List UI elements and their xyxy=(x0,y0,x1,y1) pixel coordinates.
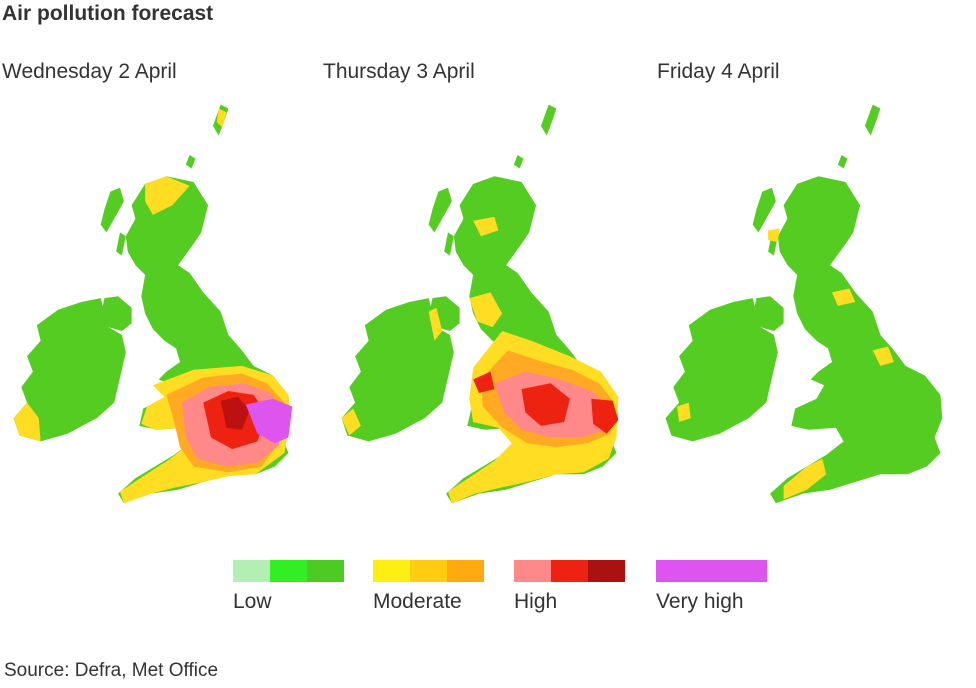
map-thursday xyxy=(341,104,619,504)
swatch-low-2 xyxy=(270,560,307,582)
swatch-moderate-2 xyxy=(410,560,447,582)
legend: Low Moderate High Very high xyxy=(0,560,976,620)
legend-moderate: Moderate xyxy=(373,560,484,614)
swatch-low-3 xyxy=(307,560,344,582)
swatch-low-1 xyxy=(233,560,270,582)
pollution-zones xyxy=(13,108,293,504)
day-label-thursday: Thursday 3 April xyxy=(323,60,475,83)
swatch-high-1 xyxy=(514,560,551,582)
day-label-friday: Friday 4 April xyxy=(657,60,780,83)
legend-label-high: High xyxy=(514,590,558,613)
swatch-moderate-3 xyxy=(447,560,484,582)
day-label-wednesday: Wednesday 2 April xyxy=(2,60,177,83)
swatch-moderate-1 xyxy=(373,560,410,582)
source-note: Source: Defra, Met Office xyxy=(4,660,219,681)
pollution-zones xyxy=(341,216,619,504)
legend-label-very-high: Very high xyxy=(656,590,744,613)
swatch-very-high xyxy=(656,560,767,582)
landmass xyxy=(665,104,943,504)
legend-very-high: Very high xyxy=(656,560,767,614)
legend-low: Low xyxy=(233,560,344,614)
legend-label-moderate: Moderate xyxy=(373,590,462,613)
pollution-zones xyxy=(677,228,894,500)
legend-label-low: Low xyxy=(233,590,272,613)
swatch-high-2 xyxy=(551,560,588,582)
map-friday xyxy=(665,104,943,504)
map-wednesday xyxy=(13,104,293,504)
legend-high: High xyxy=(514,560,625,614)
chart-title: Air pollution forecast xyxy=(2,2,214,25)
swatch-high-3 xyxy=(588,560,625,582)
